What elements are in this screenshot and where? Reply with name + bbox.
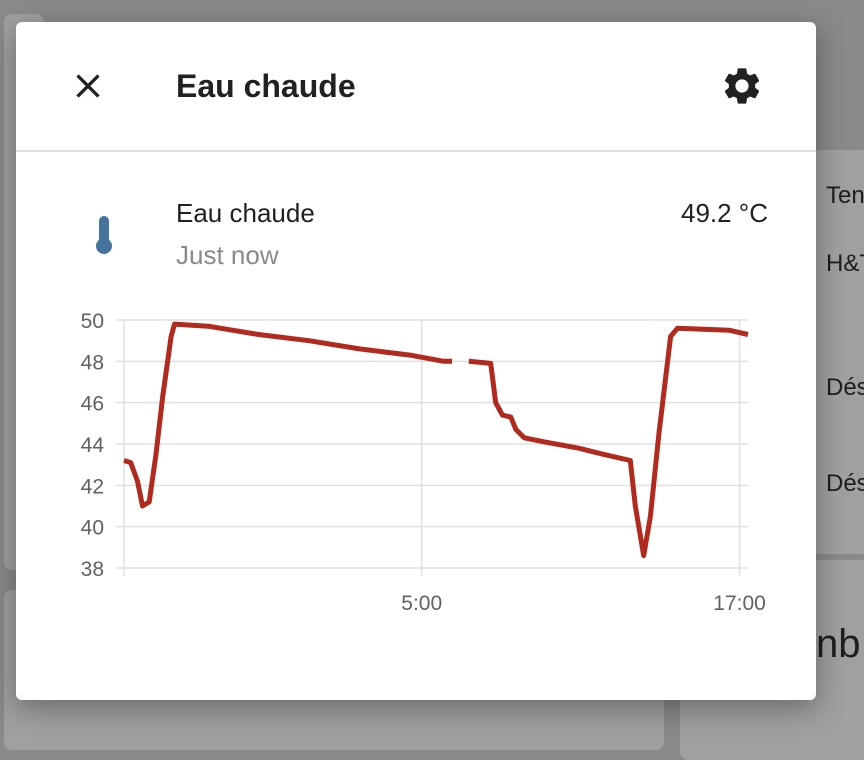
y-tick-label: 46: [81, 393, 104, 416]
y-tick-label: 50: [81, 310, 104, 333]
x-tick-label: 5:00: [401, 592, 442, 615]
y-tick-label: 48: [81, 351, 104, 374]
y-tick-label: 38: [81, 558, 104, 581]
dialog-title: Eau chaude: [176, 68, 356, 104]
settings-button[interactable]: [720, 64, 764, 108]
background-heading: nb: [816, 622, 861, 666]
entity-name: Eau chaude: [176, 198, 315, 228]
background-item-label: Dés: [826, 374, 864, 401]
entity-last-changed: Just now: [176, 240, 279, 270]
background-item-label: H&T: [826, 250, 864, 277]
series-line: [468, 325, 749, 559]
y-tick-label: 40: [81, 517, 104, 540]
gear-icon: [724, 68, 760, 104]
background-item-label: Ten: [826, 182, 864, 209]
entity-state: 49.2 °C: [680, 198, 768, 228]
close-button[interactable]: [68, 66, 108, 106]
dialog-header: Eau chaude: [16, 22, 816, 152]
thermometer-icon: [90, 214, 118, 256]
y-tick-label: 42: [81, 475, 104, 498]
series-line: [123, 321, 452, 509]
background-item-label: Dés: [826, 470, 864, 497]
more-info-dialog: Eau chaude Eau chaude Just now 49.2 °C 5…: [16, 22, 816, 700]
close-icon: [76, 74, 100, 98]
y-tick-label: 44: [81, 434, 105, 457]
x-tick-label: 17:00: [713, 592, 766, 615]
history-chart[interactable]: 50 48 46 44 42 40 38 5:00 17:00: [56, 292, 796, 622]
